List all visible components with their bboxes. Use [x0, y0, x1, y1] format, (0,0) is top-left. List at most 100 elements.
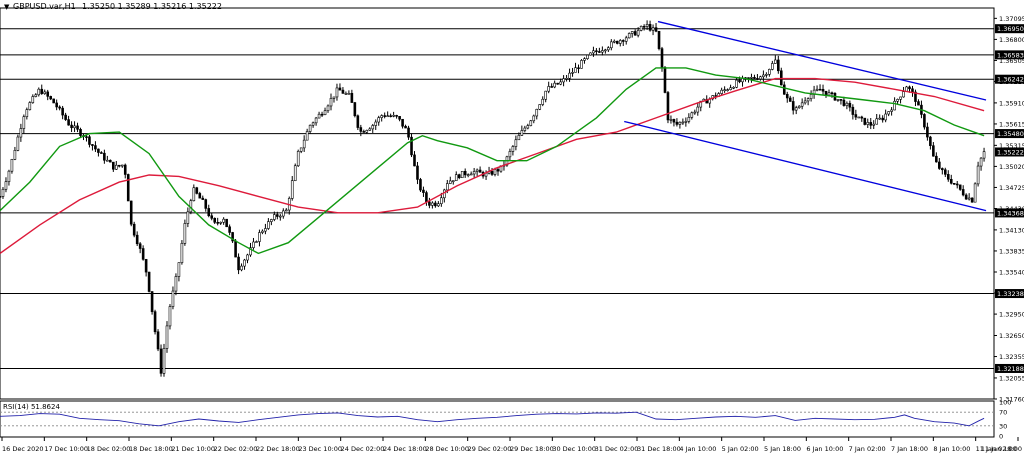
price-bar-body	[16, 136, 20, 151]
time-axis-label: 18 Dec 02:00	[87, 445, 131, 453]
price-bar-body	[404, 125, 407, 129]
price-bar-body	[705, 98, 709, 104]
price-axis-label: 1.35315	[999, 142, 1024, 150]
price-bar-body	[696, 106, 700, 113]
price-bar-body	[276, 214, 279, 217]
price-bar-body	[308, 124, 312, 132]
price-bar-body	[335, 87, 339, 98]
price-bar-body	[615, 40, 619, 44]
time-axis-label: 22 Dec 02:00	[214, 445, 258, 453]
price-bar-body	[210, 215, 214, 219]
price-bar-body	[267, 221, 270, 229]
ma-slow-line	[0, 77, 985, 254]
price-bar-body	[800, 102, 804, 107]
price-bar-body	[675, 121, 679, 125]
price-axis-label: 1.34130	[999, 226, 1024, 234]
price-bar-body	[866, 122, 870, 125]
price-bar-body	[326, 105, 330, 112]
price-bar-body	[258, 232, 261, 242]
channel-lower-line[interactable]	[624, 120, 987, 212]
level-price-tag-bg	[995, 363, 1024, 373]
price-bar-body	[70, 124, 73, 129]
price-axis-label: 1.35910	[999, 99, 1024, 107]
price-bar-body	[580, 60, 583, 69]
price-bar-body	[97, 148, 100, 153]
price-bar-body	[114, 164, 118, 170]
time-axis-label: 11 Jan 02:00	[976, 445, 1017, 453]
symbol-dropdown-icon[interactable]: ▼	[4, 3, 10, 11]
price-bar-body	[91, 144, 94, 146]
price-bar-body	[935, 155, 938, 163]
price-bar-body	[568, 72, 571, 79]
price-bar-body	[305, 131, 309, 141]
rsi-axis-label: 100	[999, 399, 1011, 407]
price-bar-body	[657, 30, 661, 49]
time-axis-label: 22 Dec 18:00	[256, 445, 300, 453]
price-bar-body	[791, 101, 795, 111]
horizontal-levels	[0, 28, 994, 369]
price-bar-body	[165, 325, 169, 349]
price-bar-body	[571, 72, 574, 74]
price-bar-body	[678, 121, 682, 125]
price-bar-body	[463, 170, 467, 176]
price-bar-body	[216, 222, 219, 224]
price-bar-body	[451, 180, 455, 182]
price-bar-body	[368, 128, 372, 131]
price-bar-body	[860, 116, 864, 119]
price-bar-body	[213, 217, 217, 223]
price-bar-body	[255, 241, 258, 243]
price-bar-body	[854, 114, 858, 118]
channel-upper-line[interactable]	[657, 20, 987, 101]
price-bar-body	[556, 82, 559, 85]
price-bar-body	[562, 78, 565, 83]
price-bar-body	[520, 130, 524, 136]
price-bar-body	[547, 86, 550, 92]
price-bar-body	[899, 96, 902, 100]
price-bar-body	[586, 54, 589, 59]
price-bar-body	[40, 88, 44, 94]
price-bar-body	[771, 63, 774, 70]
price-bar-body	[720, 89, 723, 94]
price-bar-body	[386, 115, 389, 118]
price-bar-body	[207, 208, 211, 217]
price-bar-body	[583, 58, 586, 61]
price-bar-body	[112, 161, 115, 170]
price-bar-body	[332, 96, 336, 99]
price-bar-body	[350, 93, 354, 103]
level-price-tag-bg	[995, 24, 1024, 34]
price-bar-body	[863, 117, 867, 125]
price-bar-body	[7, 170, 11, 182]
price-bar-body	[46, 91, 50, 97]
level-price-tag-bg	[995, 129, 1024, 139]
time-axis-label: 31 Dec 02:00	[595, 445, 639, 453]
price-bar-body	[466, 174, 470, 176]
price-bar-body	[174, 276, 178, 292]
price-bar-body	[392, 115, 395, 117]
time-axis-label: 18 Dec 18:00	[129, 445, 173, 453]
price-bar-body	[147, 271, 151, 292]
price-bar-body	[687, 117, 691, 122]
price-bar-body	[768, 69, 771, 75]
price-bar-body	[117, 164, 121, 167]
price-axis-label: 1.36800	[999, 36, 1024, 44]
price-bar-body	[183, 223, 187, 244]
price-bar-body	[58, 106, 61, 109]
price-bar-body	[970, 197, 974, 203]
price-bar-body	[601, 50, 604, 53]
price-bar-body	[830, 92, 834, 95]
price-bar-body	[666, 92, 670, 121]
price-bar-body	[642, 25, 646, 28]
price-bar-body	[228, 226, 231, 233]
price-bar-body	[908, 86, 911, 90]
price-bar-body	[511, 146, 515, 152]
price-bar-body	[380, 115, 383, 118]
price-bar-body	[85, 136, 88, 138]
price-bar-body	[43, 91, 47, 94]
price-bar-body	[559, 81, 562, 85]
price-bar-body	[422, 189, 425, 193]
price-bar-body	[777, 59, 780, 72]
price-bar-body	[150, 291, 154, 312]
price-bar-body	[565, 77, 568, 80]
